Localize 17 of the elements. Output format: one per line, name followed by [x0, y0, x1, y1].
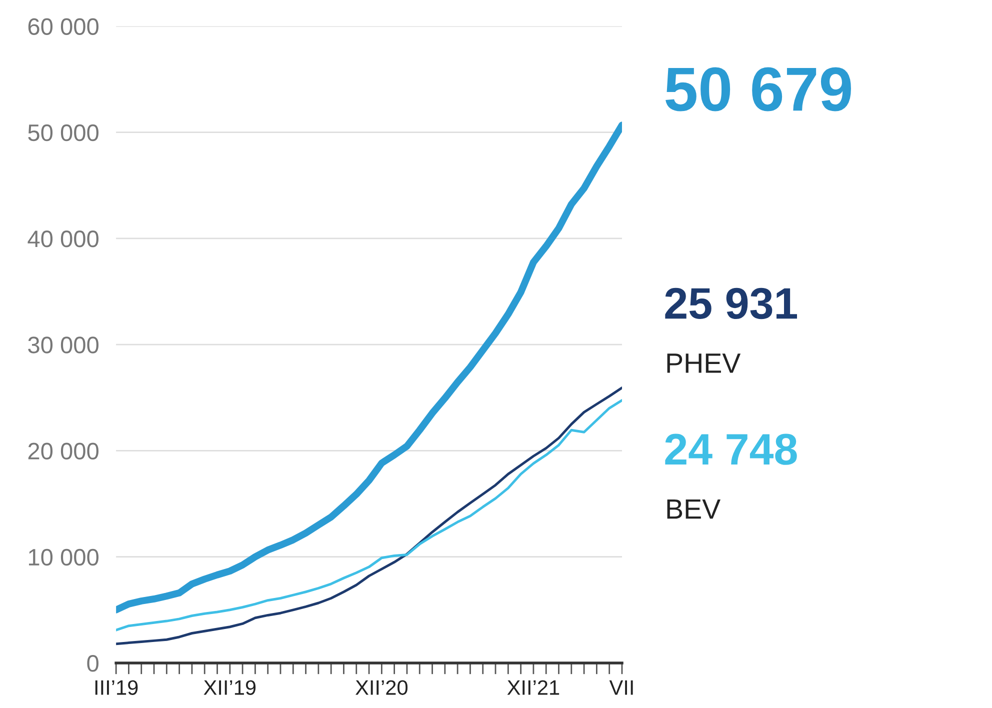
y-tick-label: 50 000: [28, 124, 98, 142]
x-tick-label: III’19: [95, 680, 138, 695]
y-tick-label: 20 000: [28, 442, 98, 460]
x-tick-label: VII: [609, 680, 633, 695]
data-label: 24 748: [665, 434, 797, 465]
series-label: PHEV: [667, 354, 741, 373]
y-tick-label: 10 000: [28, 548, 98, 566]
y-tick-label: 30 000: [28, 336, 98, 354]
data-label: 25 931: [665, 288, 798, 320]
x-tick-label: XII’21: [507, 680, 560, 695]
y-tick-label: 0: [87, 655, 98, 672]
data-label: 50 679: [666, 67, 851, 112]
x-tick-label: XII’20: [356, 680, 408, 695]
text: BEV: [667, 500, 720, 519]
y-tick-label: 60 000: [28, 18, 98, 35]
x-tick-label: XII’19: [204, 680, 256, 695]
y-tick-label: 40 000: [28, 230, 98, 248]
